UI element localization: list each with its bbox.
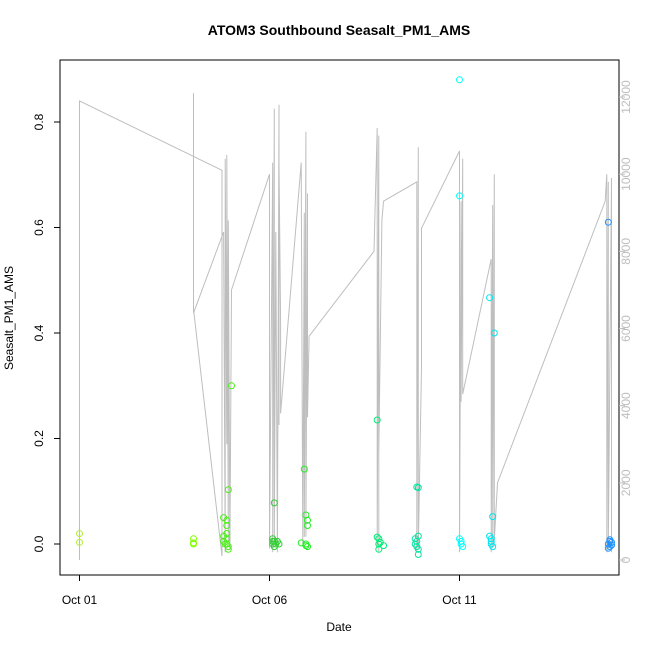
data-point: [608, 541, 615, 549]
plot-frame: [59, 59, 620, 576]
data-point: [414, 484, 422, 492]
y-axis: 0.0 0.2 0.4 0.6 0.8: [32, 113, 60, 552]
data-point: [76, 538, 83, 546]
right-y-tick-label: 10000: [619, 157, 633, 191]
right-y-tick-label: 8000: [619, 238, 633, 265]
data-point: [375, 540, 383, 548]
y-tick-label: 0.0: [32, 535, 46, 552]
data-point: [228, 382, 235, 390]
right-y-tick-label: 6000: [619, 315, 633, 342]
data-point: [304, 543, 311, 551]
data-point: [456, 192, 463, 200]
right-y-axis: 0 2000 4000 6000 8000 10000 12000: [619, 80, 633, 563]
data-point: [223, 516, 231, 524]
data-point: [606, 543, 614, 551]
data-point: [487, 535, 495, 543]
data-point: [490, 329, 498, 337]
y-tick-label: 0.4: [32, 324, 46, 341]
data-point: [190, 535, 197, 543]
data-point: [190, 540, 197, 548]
data-point: [486, 294, 494, 302]
right-y-tick-label: 2000: [619, 469, 633, 496]
data-point: [76, 530, 83, 537]
data-point: [414, 532, 422, 540]
data-point: [270, 499, 278, 507]
x-tick-label: Oct 11: [442, 593, 477, 607]
data-point: [413, 543, 421, 551]
data-point: [604, 218, 612, 226]
altitude-trace-layer: [79, 93, 612, 560]
data-point: [302, 542, 310, 550]
right-y-tick-label: 12000: [619, 80, 633, 114]
data-point: [223, 530, 231, 537]
y-tick-label: 0.6: [32, 219, 46, 236]
y-tick-label: 0.8: [32, 113, 46, 130]
data-point: [414, 551, 422, 558]
right-y-tick-label: 4000: [619, 392, 633, 419]
x-axis-label: Date: [326, 620, 352, 634]
x-tick-label: Oct 01: [62, 593, 98, 607]
data-point: [375, 535, 383, 543]
data-point: [221, 540, 229, 548]
data-point: [224, 545, 232, 553]
data-point: [459, 543, 467, 551]
x-tick-label: Oct 06: [252, 593, 288, 607]
data-point: [223, 522, 231, 529]
altitude-trace-line: [79, 93, 612, 560]
data-points-layer: [76, 76, 615, 558]
data-point: [373, 533, 381, 541]
data-point: [304, 516, 311, 524]
data-point: [380, 542, 387, 550]
y-tick-label: 0.2: [32, 430, 46, 447]
data-point: [275, 540, 283, 548]
data-point: [300, 465, 308, 473]
x-axis: Oct 01 Oct 06 Oct 11: [62, 574, 477, 607]
data-point: [373, 416, 381, 424]
data-point: [304, 522, 311, 529]
data-point: [487, 537, 495, 545]
chart-title: ATOM3 Southbound Seasalt_PM1_AMS: [208, 22, 470, 38]
data-point: [456, 76, 463, 84]
y-axis-label: Seasalt_PM1_AMS: [2, 266, 16, 370]
data-point: [224, 486, 232, 494]
right-y-tick-label: 0: [619, 556, 633, 563]
data-point: [489, 513, 497, 521]
data-point: [375, 545, 383, 553]
